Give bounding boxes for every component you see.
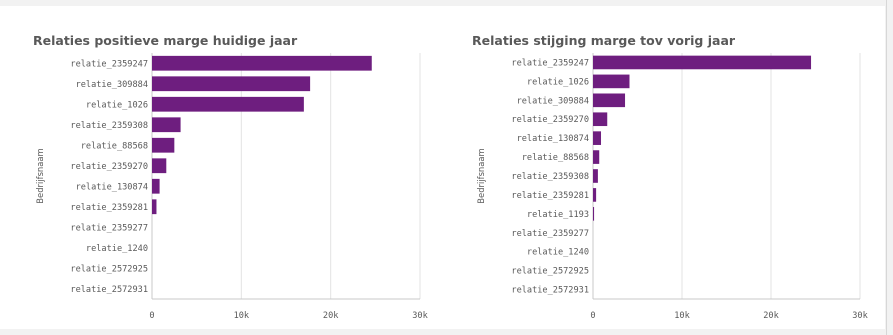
x-tick-label: 0 (590, 311, 595, 321)
bar (593, 131, 602, 145)
x-tick-label: 20k (763, 311, 779, 321)
bar (152, 76, 311, 92)
x-tick-label: 10k (234, 311, 250, 321)
category-label: relatie_2572931 (70, 285, 148, 295)
bar (152, 158, 167, 174)
bar (593, 169, 598, 183)
category-label: relatie_2359247 (511, 58, 589, 68)
bar (593, 55, 812, 70)
bar (593, 74, 630, 89)
category-label: relatie_2572925 (511, 267, 589, 277)
x-tick-label: 10k (674, 311, 690, 321)
category-label: relatie_2359308 (511, 172, 589, 182)
x-tick-label: 30k (412, 311, 428, 321)
category-label: relatie_1026 (86, 100, 148, 110)
category-label: relatie_2359281 (70, 203, 148, 213)
bar (593, 207, 595, 221)
bar (593, 188, 597, 202)
bar (152, 55, 372, 71)
category-label: relatie_88568 (522, 153, 589, 163)
category-label: relatie_1026 (527, 77, 589, 87)
category-label: relatie_2359281 (511, 191, 589, 201)
category-label: relatie_88568 (81, 141, 148, 151)
bar (152, 96, 304, 112)
category-label: relatie_130874 (517, 134, 589, 144)
chart-title-positieve-marge: Relaties positieve marge huidige jaar (33, 33, 298, 48)
bar (593, 150, 600, 164)
category-label: relatie_1193 (527, 210, 589, 220)
category-label: relatie_309884 (76, 80, 148, 90)
bar (593, 112, 608, 127)
category-label: relatie_2572931 (511, 286, 589, 296)
panel-divider (886, 0, 887, 335)
category-label: relatie_1240 (86, 244, 148, 254)
category-label: relatie_2359308 (70, 121, 148, 131)
y-axis-label: Bedrijfsnaam (476, 148, 486, 203)
category-label: relatie_2359277 (70, 223, 148, 233)
chart-title-stijging-marge: Relaties stijging marge tov vorig jaar (472, 33, 736, 48)
bar (152, 137, 175, 153)
bar (152, 117, 181, 133)
category-label: relatie_2359247 (70, 59, 148, 69)
bar (593, 93, 626, 108)
category-label: relatie_2359277 (511, 229, 589, 239)
bar (152, 178, 160, 194)
x-tick-label: 20k (323, 311, 339, 321)
x-tick-label: 30k (852, 311, 868, 321)
category-label: relatie_1240 (527, 248, 589, 258)
x-tick-label: 0 (149, 311, 154, 321)
category-label: relatie_2359270 (511, 115, 589, 125)
category-label: relatie_309884 (517, 96, 589, 106)
category-label: relatie_130874 (76, 182, 148, 192)
category-label: relatie_2572925 (70, 264, 148, 274)
y-axis-label: Bedrijfsnaam (35, 148, 45, 203)
category-label: relatie_2359270 (70, 162, 148, 172)
bar (152, 199, 157, 215)
